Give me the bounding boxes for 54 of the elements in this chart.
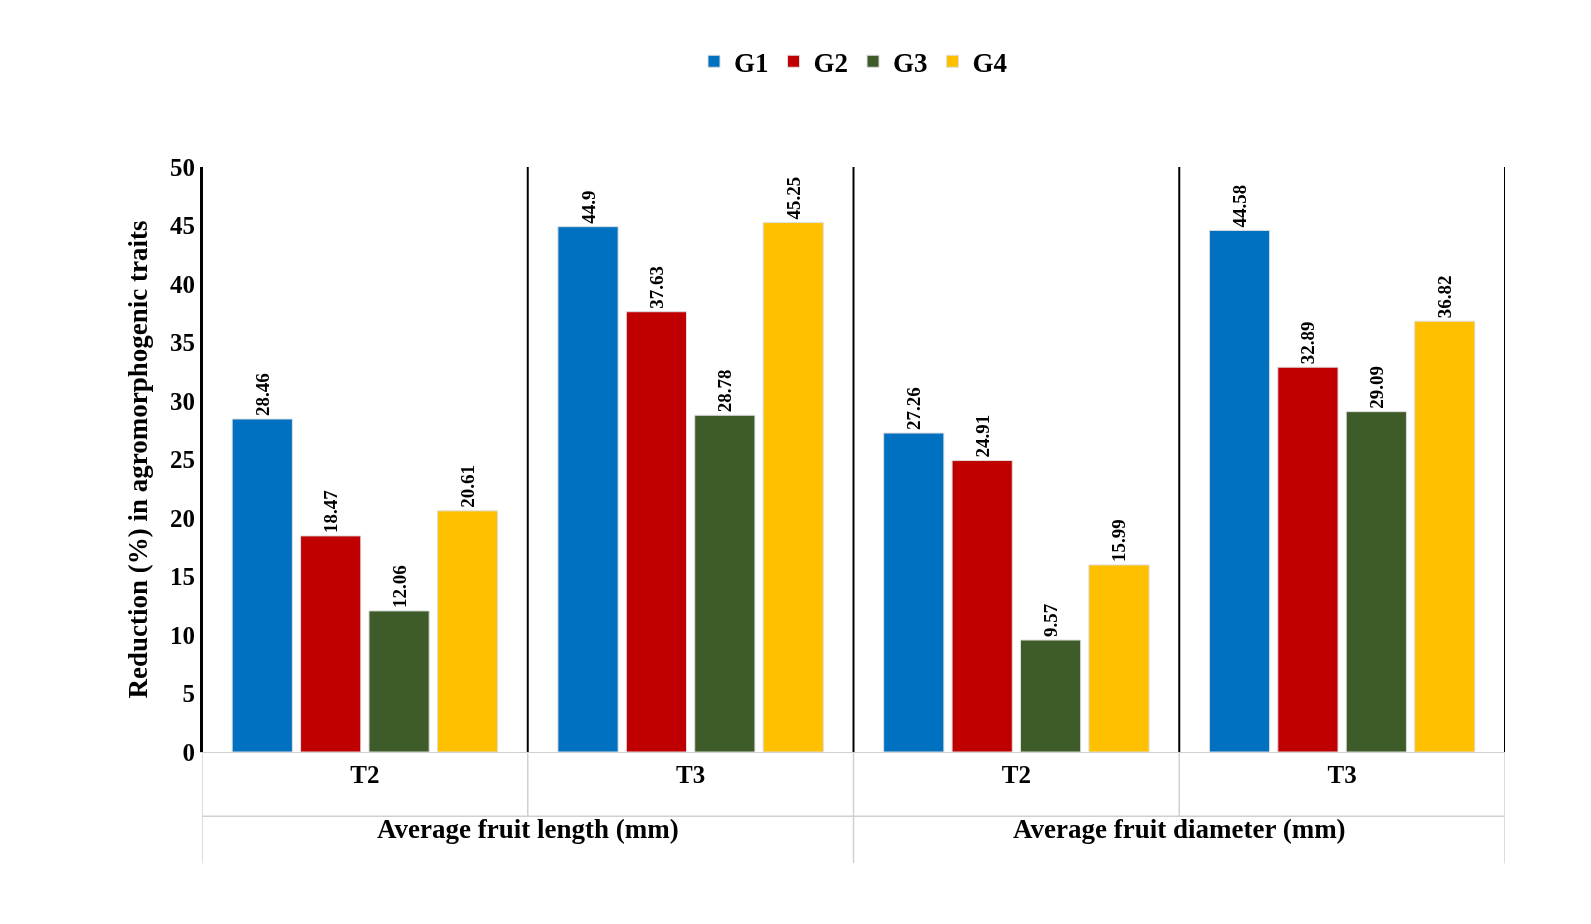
x-tick-label: T2 [1001,761,1031,788]
bar [1088,564,1150,752]
bar [557,226,619,752]
data-label: 28.46 [251,373,273,417]
y-tick-label: 5 [182,680,195,708]
text: Average fruit diameter (mm) [1013,814,1346,844]
data-label: 24.91 [971,414,993,458]
text: Average fruit length (mm) [377,814,679,844]
y-tick-label: 35 [170,329,195,357]
bar [300,535,362,752]
data-label: 12.06 [388,565,410,608]
bar [1208,229,1271,752]
data-label: 15.99 [1108,519,1130,562]
data-label: 29.09 [1365,365,1387,409]
x-tick-label: T3 [1327,761,1357,788]
data-label: 44.9 [577,190,599,224]
legend-label: G1 [734,47,769,78]
data-label: 44.58 [1229,184,1251,228]
y-tick-label: 40 [170,270,195,298]
data-label: 20.61 [456,465,478,508]
data-label: 45.25 [782,176,804,220]
y-tick-label: 50 [170,153,195,181]
bar [951,460,1013,752]
y-tick-label: 30 [170,387,195,415]
data-label: 28.78 [714,369,736,413]
data-label: 32.89 [1297,321,1319,365]
legend-label: G4 [972,47,1008,78]
y-tick-label: 25 [170,446,195,474]
legend-label: G2 [813,47,849,78]
bar [762,222,824,752]
y-tick-label: 15 [170,563,195,591]
x-tick-label: T3 [676,761,706,788]
legend-label: G3 [893,47,928,78]
data-label: 37.63 [645,265,667,309]
bar [1019,639,1082,752]
bar [1277,366,1339,752]
bar [368,610,430,752]
data-label: 18.47 [320,489,342,533]
bar [1345,411,1407,752]
bar [694,414,756,752]
bar [625,311,688,752]
bar [436,510,499,752]
y-tick-label: 20 [170,504,195,532]
bar [231,418,293,752]
y-tick-label: 10 [170,621,195,649]
bar [883,432,945,752]
y-axis-title: Reduction (%) in agromorphogenic traits [122,220,153,699]
data-label: 27.26 [903,387,925,431]
y-tick-label: 45 [170,212,195,240]
data-label: 9.57 [1040,603,1062,638]
y-tick-label: 0 [182,738,195,766]
bar [1414,320,1476,752]
x-tick-label: T2 [350,761,380,788]
data-label: 36.82 [1434,275,1456,319]
